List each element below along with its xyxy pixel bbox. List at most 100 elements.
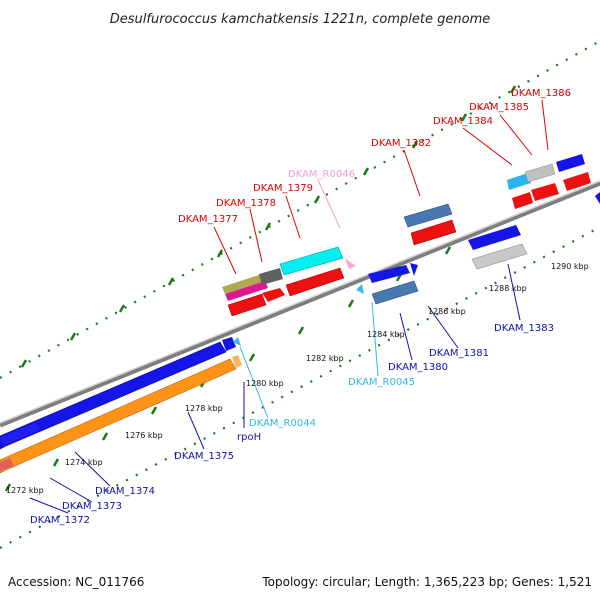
gene-arrow-dkam-1379 [279,246,344,276]
tick-labels: 1272 kbp 1274 kbp 1276 kbp 1278 kbp 1280… [6,262,589,495]
major-tick [509,85,517,94]
leader-line [213,226,237,275]
major-tick [20,359,28,368]
major-tick [52,458,60,467]
gene-label-dkam-1380: DKAM_1380 [388,362,448,373]
genome-backbone [0,180,600,428]
tick-label: 1284 kbp [367,330,405,339]
gene-arrowhead [232,355,242,368]
gene-labels-bottom: DKAM_1372 DKAM_1373 DKAM_1374 DKAM_1375 … [30,323,554,526]
gene-label-dkam-1379: DKAM_1379 [253,183,313,194]
major-tick [150,406,158,415]
outer-tick-rail [0,40,600,379]
gene-arrow-blue-edge [595,192,600,204]
tick-label: 1290 kbp [551,262,589,271]
gene-arrow-orange [0,358,237,474]
major-tick [297,326,305,335]
leader-line-rna [317,179,341,229]
gene-arrowhead [410,263,418,276]
gene-arrow-dkam-1384 [507,173,531,190]
leader-line [399,312,413,361]
leader-line [249,208,263,263]
tick-label: 1276 kbp [125,431,163,440]
gene-label-dkam-1375: DKAM_1375 [174,451,234,462]
major-tick [347,299,355,308]
gene-label-dkam-1385: DKAM_1385 [469,102,529,113]
gene-arrow-dkam-1385 [524,163,556,183]
major-tick [69,332,77,341]
gene-arrowhead [222,337,236,351]
gene-arrow-dkam-1382 [403,203,453,228]
gene-arrow-gray [471,243,528,270]
gene-label-rpoh: rpoH [237,432,261,443]
gene-label-dkam-1386: DKAM_1386 [511,88,571,99]
gene-arrow-dark-gray [259,268,283,285]
gene-label-dkam-1374: DKAM_1374 [95,486,155,497]
gene-label-dkam-1383: DKAM_1383 [494,323,554,334]
leader-lines-bottom [29,263,521,514]
leader-line [499,114,533,156]
gene-label-dkam-1382: DKAM_1382 [371,138,431,149]
leader-line [541,99,549,151]
major-tick [444,246,452,255]
gene-arrow-dkam-1374-blue [0,341,227,450]
gene-segment [0,458,14,471]
gene-arrow-red [512,192,533,209]
gene-arrow-red [227,293,267,317]
topology-text: Topology: circular; Length: 1,365,223 bp… [261,575,592,589]
gene-labels-top: DKAM_1377 DKAM_1378 DKAM_1379 DKAM_R0046… [178,88,571,225]
tick-label: 1278 kbp [185,404,223,413]
tick-label: 1280 kbp [246,379,284,388]
major-tick [101,432,109,441]
major-tick [248,353,256,362]
gene-label-dkam-r0044: DKAM_R0044 [249,418,316,429]
gene-label-dkam-1381: DKAM_1381 [429,348,489,359]
rna-marker-dkam-r0046 [345,258,356,269]
tick-label: 1288 kbp [489,284,527,293]
gene-arrow-red [285,267,345,297]
gene-arrow-dkam-1383 [468,225,521,250]
gene-label-dkam-1377: DKAM_1377 [178,214,238,225]
accession-text: Accession: NC_011766 [8,575,144,589]
leader-line [507,263,521,321]
major-tick [118,304,126,313]
major-tick [411,140,419,149]
leader-lines-top [213,99,549,275]
gene-label-dkam-1384: DKAM_1384 [433,116,493,127]
gene-arrow-dkam-1381 [371,280,419,305]
gene-label-dkam-r0046: DKAM_R0046 [288,169,355,180]
gene-arrow-dkam-1380 [368,265,410,283]
leader-line [427,305,459,349]
leader-line [49,477,93,503]
gene-arrow-red [262,288,285,302]
leader-line [29,497,69,514]
leader-line [403,149,421,197]
leader-line [462,127,513,166]
map-title: Desulfurococcus kamchatkensis 1221n, com… [110,12,491,27]
gene-arrow-dkam-1378 [225,281,268,301]
major-tick [264,222,272,231]
major-tick [167,277,175,286]
leader-line [285,195,301,239]
major-tick [4,483,12,492]
rna-marker-dkam-r0045 [356,284,364,294]
leader-line [74,451,111,487]
rna-marker-dkam-r0044 [233,337,241,346]
major-tick [313,195,321,204]
gene-arrow-dkam-1377 [222,274,265,294]
major-tick [216,249,224,258]
major-tick [362,167,370,176]
gene-arrow-red [531,183,559,201]
gene-arrow-red [563,172,591,191]
tick-label: 1286 kbp [428,307,466,316]
genome-backbone-highlight [0,180,600,424]
gene-arrow-red [410,219,457,246]
leader-line [239,346,269,419]
tick-label: 1282 kbp [306,354,344,363]
gene-label-dkam-r0045: DKAM_R0045 [348,377,415,388]
gene-segment [0,423,40,445]
leader-lines-rna [239,301,379,419]
gene-arrow-dkam-1386 [556,154,585,172]
gene-label-dkam-1378: DKAM_1378 [216,198,276,209]
